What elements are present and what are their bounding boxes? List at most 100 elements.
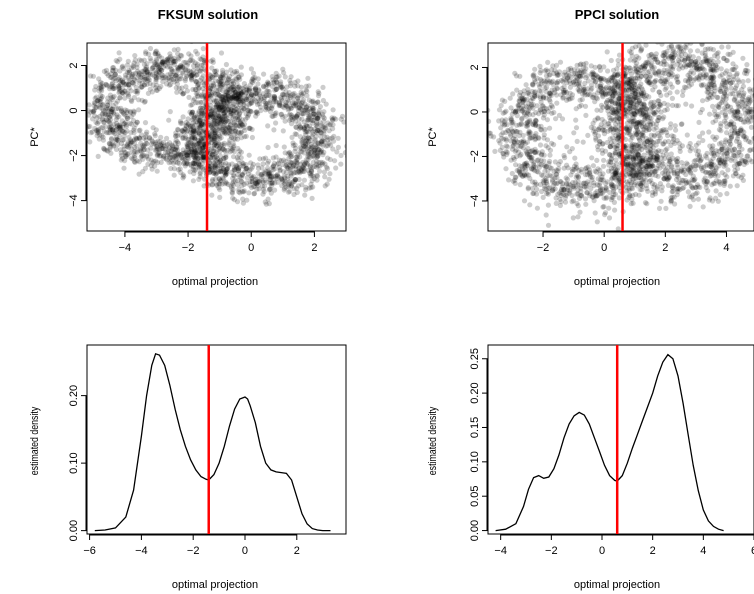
scatter-point: [256, 88, 262, 94]
scatter-point: [168, 66, 174, 72]
scatter-point: [100, 102, 106, 108]
scatter-point: [100, 134, 106, 140]
scatter-point: [740, 172, 746, 178]
scatter-point: [544, 117, 551, 123]
scatter-point: [211, 155, 217, 161]
scatter-point: [188, 146, 194, 152]
scatter-point: [162, 62, 168, 68]
scatter-point: [213, 158, 219, 164]
scatter-point: [109, 109, 115, 115]
scatter-point: [160, 73, 166, 79]
scatter-point: [137, 127, 143, 133]
scatter-point: [198, 62, 205, 68]
scatter-point: [178, 170, 184, 176]
scatter-point: [118, 124, 124, 130]
scatter-point: [144, 154, 150, 160]
scatter-point: [537, 142, 544, 148]
scatter-point: [247, 100, 253, 107]
scatter-point: [185, 137, 191, 143]
scatter-point: [199, 144, 206, 150]
scatter-point: [94, 130, 101, 136]
scatter-point: [245, 107, 251, 113]
scatter-point: [564, 162, 570, 168]
y-tick-label: 2: [68, 62, 80, 68]
scatter-point: [111, 111, 117, 117]
scatter-point: [560, 94, 567, 100]
scatter-point: [251, 191, 257, 197]
scatter-point: [194, 51, 200, 57]
scatter-point: [728, 85, 734, 91]
scatter-point: [175, 51, 181, 57]
scatter-point: [189, 76, 195, 82]
scatter-point: [136, 159, 142, 165]
scatter-point: [664, 76, 670, 82]
scatter-point: [114, 98, 121, 104]
scatter-point: [228, 85, 234, 91]
scatter-point: [113, 138, 119, 144]
scatter-point: [193, 119, 199, 125]
scatter-point: [610, 67, 617, 73]
scatter-point: [733, 170, 739, 176]
scatter-point: [201, 82, 207, 88]
scatter-point: [144, 72, 150, 78]
scatter-point: [192, 130, 198, 136]
scatter-point: [127, 120, 133, 126]
scatter-point: [107, 130, 113, 136]
scatter-point: [173, 159, 179, 165]
scatter-point: [228, 145, 234, 151]
scatter-point: [168, 148, 174, 154]
scatter-point: [545, 173, 551, 179]
scatter-point: [550, 186, 556, 192]
scatter-point: [234, 114, 241, 120]
scatter-point: [247, 125, 253, 132]
scatter-point: [227, 126, 233, 132]
scatter-point: [520, 173, 526, 179]
scatter-point: [200, 152, 207, 158]
scatter-point: [294, 189, 300, 195]
scatter-point: [248, 173, 254, 179]
scatter-point: [220, 124, 226, 131]
scatter-point: [93, 94, 99, 100]
scatter-point: [183, 133, 189, 139]
scatter-point: [99, 111, 105, 117]
scatter-point: [128, 74, 134, 80]
scatter-point: [134, 136, 140, 142]
scatter-point: [190, 71, 197, 77]
scatter-point: [115, 142, 121, 148]
scatter-point: [210, 137, 216, 144]
scatter-point: [123, 153, 129, 160]
scatter-point: [320, 97, 326, 104]
scatter-point: [534, 205, 541, 211]
scatter-point: [287, 77, 293, 84]
x-tick-label: −2: [182, 242, 195, 254]
scatter-point: [317, 112, 323, 118]
scatter-point: [97, 105, 103, 111]
scatter-point: [198, 164, 204, 170]
scatter-point: [118, 108, 124, 115]
scatter-point: [230, 94, 236, 100]
scatter-point: [232, 136, 238, 142]
scatter-point: [88, 73, 94, 79]
scatter-point: [118, 140, 125, 146]
scatter-point: [724, 191, 730, 197]
scatter-point: [95, 97, 101, 103]
scatter-point: [217, 149, 223, 155]
scatter-point: [253, 86, 259, 92]
scatter-point: [192, 113, 198, 119]
scatter-point: [145, 161, 151, 167]
scatter-point: [184, 160, 190, 166]
scatter-point: [138, 146, 144, 152]
scatter-point: [182, 156, 188, 162]
scatter-point: [186, 140, 192, 146]
scatter-point: [332, 158, 338, 164]
scatter-point: [156, 69, 162, 75]
scatter-point: [139, 97, 145, 103]
scatter-point: [507, 95, 513, 101]
scatter-point: [227, 130, 233, 136]
scatter-point: [109, 106, 115, 112]
scatter-point: [249, 134, 255, 141]
scatter-point: [284, 84, 290, 90]
x-tick-label: −4: [119, 242, 132, 254]
scatter-point: [160, 59, 167, 65]
scatter-point: [130, 139, 136, 145]
